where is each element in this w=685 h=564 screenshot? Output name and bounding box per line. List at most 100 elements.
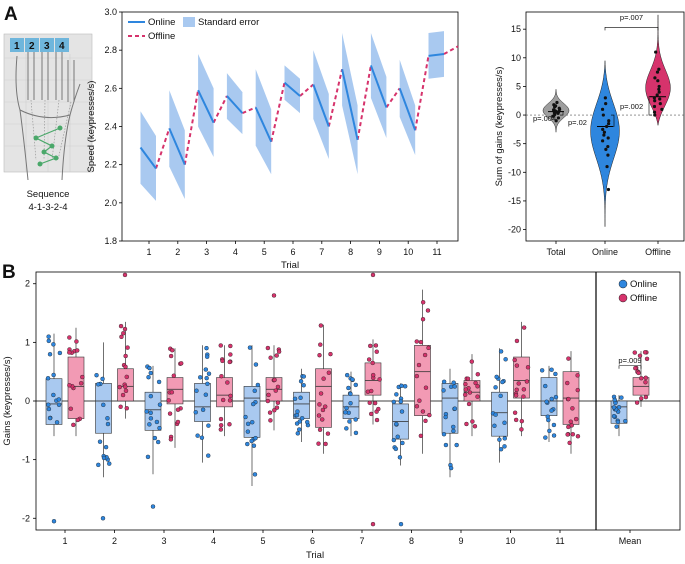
violin-y-tick-label: -5 xyxy=(513,139,521,149)
offline-point xyxy=(516,381,521,386)
online-point xyxy=(344,405,349,411)
gains-x-tick-label: Mean xyxy=(619,536,642,546)
violin-y-tick-label: 15 xyxy=(511,24,521,34)
online-point xyxy=(205,381,210,387)
online-point xyxy=(148,410,153,416)
offline-point xyxy=(370,372,376,378)
offline-point xyxy=(71,422,76,428)
offline-point xyxy=(317,427,323,433)
gains-y-tick-label: 1 xyxy=(25,337,30,347)
violin-point xyxy=(607,122,611,126)
online-point xyxy=(97,439,103,444)
offline-point xyxy=(316,441,321,446)
offline-point xyxy=(171,373,177,378)
offline-point xyxy=(470,419,475,424)
offline-point xyxy=(318,323,324,328)
online-point xyxy=(249,438,254,444)
online-point xyxy=(148,393,154,399)
offline-point xyxy=(566,356,571,361)
violin-point xyxy=(658,97,662,101)
offline-point xyxy=(75,348,80,353)
offline-point xyxy=(118,404,123,409)
speed-y-tick-label: 2.0 xyxy=(104,198,117,208)
offline-point xyxy=(167,411,173,416)
outlier-point xyxy=(150,504,156,509)
offline-point xyxy=(370,360,375,366)
online-point xyxy=(494,374,499,380)
offline-point xyxy=(117,384,122,390)
offline-point xyxy=(639,396,644,401)
online-point xyxy=(255,382,261,388)
offline-point xyxy=(80,374,85,380)
legend-online-text: Online xyxy=(630,279,657,290)
offline-point xyxy=(414,339,419,344)
violin-y-tick-label: -20 xyxy=(508,225,521,235)
speed-offline-segment xyxy=(183,90,200,165)
online-point xyxy=(346,385,351,391)
online-point xyxy=(154,419,160,425)
offline-point xyxy=(565,432,570,437)
online-point xyxy=(502,444,507,449)
online-point xyxy=(395,434,400,439)
offline-point xyxy=(218,423,224,428)
speed-online-segment xyxy=(398,87,417,131)
online-point xyxy=(251,401,256,407)
offline-box xyxy=(315,368,332,428)
offline-point xyxy=(568,419,573,424)
online-point xyxy=(400,440,405,446)
violin-point xyxy=(602,130,607,134)
online-point xyxy=(611,405,617,410)
online-point xyxy=(253,435,258,441)
offline-point xyxy=(328,351,333,357)
gains-x-tick-label: 3 xyxy=(161,536,166,546)
online-point xyxy=(251,443,257,448)
offline-point xyxy=(465,376,471,381)
online-point xyxy=(543,383,548,389)
offline-point xyxy=(521,394,526,399)
online-point xyxy=(155,439,161,445)
violin-point xyxy=(554,104,558,108)
key-3 xyxy=(40,38,54,52)
offline-point xyxy=(219,374,224,379)
violin-y-tick-label: 10 xyxy=(511,53,521,63)
offline-point xyxy=(565,380,570,386)
online-point xyxy=(94,372,99,378)
gains-x-tick-label: 2 xyxy=(112,536,117,546)
gains-x-tick-label: 10 xyxy=(505,536,515,546)
key-2-label: 2 xyxy=(29,41,35,52)
offline-point xyxy=(512,357,517,363)
violin-point xyxy=(553,109,558,113)
online-point xyxy=(544,399,549,404)
offline-point xyxy=(373,343,379,348)
offline-point xyxy=(168,353,174,359)
offline-point xyxy=(643,380,648,385)
violin-point xyxy=(652,104,657,109)
offline-point xyxy=(420,317,426,322)
offline-point xyxy=(326,370,332,375)
offline-point xyxy=(416,362,422,368)
violin-y-tick-label: -10 xyxy=(508,167,521,177)
offline-point xyxy=(166,398,171,403)
gains-x-tick-label: 9 xyxy=(458,536,463,546)
online-point xyxy=(47,352,53,357)
offline-point xyxy=(514,338,520,344)
online-point xyxy=(616,405,622,410)
violin-point xyxy=(655,70,660,74)
offline-point xyxy=(323,441,328,447)
online-point xyxy=(553,371,558,377)
offline-point xyxy=(467,390,473,395)
offline-point xyxy=(639,376,644,381)
offline-point xyxy=(316,413,322,418)
speed-x-tick-label: 2 xyxy=(175,247,180,257)
offline-point xyxy=(218,416,224,422)
online-p-bracket xyxy=(611,114,615,127)
offline-point xyxy=(119,334,124,340)
offline-point xyxy=(462,392,468,397)
offline-p-bracket xyxy=(648,96,652,116)
violin-point xyxy=(660,107,664,111)
offline-point xyxy=(276,349,282,354)
online-point xyxy=(152,435,158,441)
speed-online-segment xyxy=(428,52,445,57)
offline-point xyxy=(374,349,379,354)
offline-point xyxy=(425,308,431,313)
